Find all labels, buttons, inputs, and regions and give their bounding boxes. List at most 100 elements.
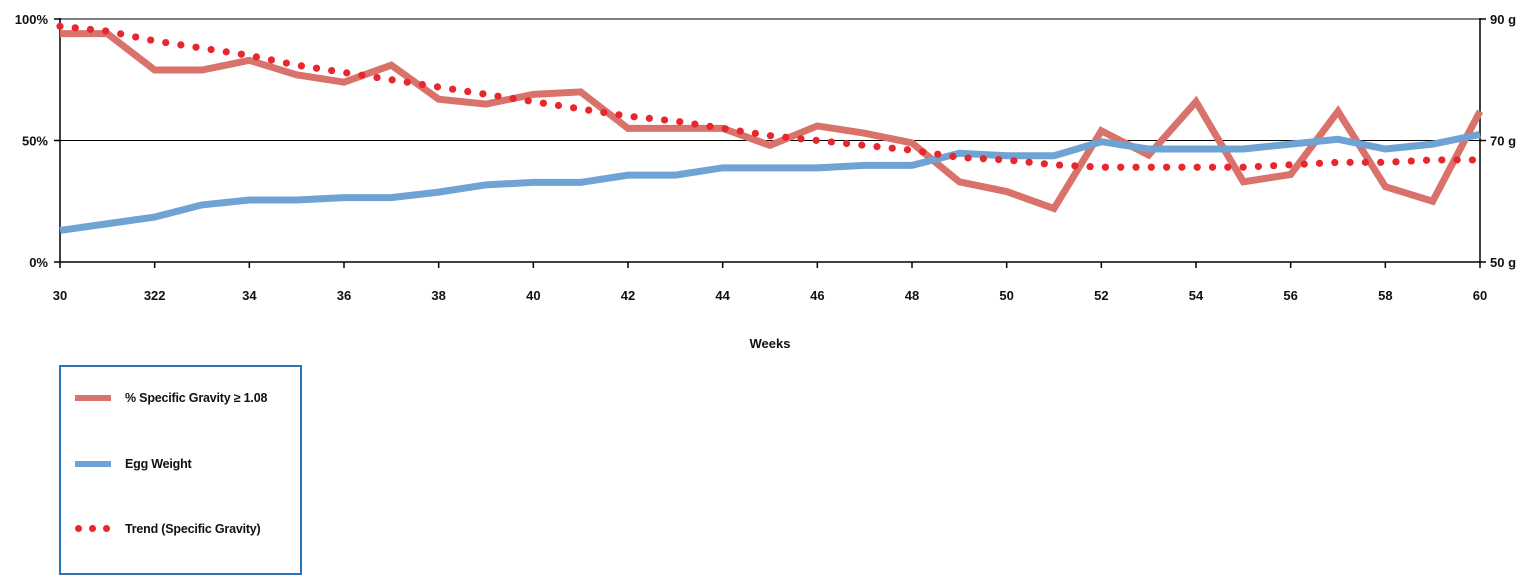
trend-dot bbox=[585, 106, 593, 114]
trend-dot bbox=[1239, 163, 1247, 171]
trend-dot bbox=[1178, 163, 1186, 171]
trend-dot bbox=[86, 25, 95, 34]
trend-dot bbox=[888, 144, 896, 152]
trend-dot bbox=[524, 97, 532, 105]
trend-dot bbox=[691, 120, 699, 128]
trend-dot bbox=[252, 53, 260, 61]
x-tick-label: 46 bbox=[810, 288, 824, 303]
trend-dot bbox=[237, 50, 245, 58]
y-left-tick-label: 100% bbox=[15, 12, 49, 27]
trend-dot bbox=[736, 127, 744, 135]
trend-dot bbox=[812, 136, 820, 144]
x-tick-label: 42 bbox=[621, 288, 635, 303]
series-line-specific-gravity bbox=[60, 30, 1484, 213]
trend-dot bbox=[102, 27, 110, 35]
trend-dot bbox=[1055, 161, 1064, 169]
trend-dot bbox=[919, 148, 927, 156]
series-line-egg-weight bbox=[59, 130, 1481, 234]
trend-dot bbox=[842, 139, 851, 148]
trend-dot bbox=[418, 80, 426, 89]
trend-dot bbox=[1392, 158, 1400, 166]
trend-dot bbox=[358, 71, 366, 79]
trend-dot bbox=[1285, 161, 1293, 169]
trend-dot bbox=[1040, 160, 1048, 168]
trend-dot bbox=[1208, 163, 1217, 171]
trend-dot bbox=[706, 122, 714, 130]
trend-dot bbox=[964, 154, 972, 162]
legend-item-trend: Trend (Specific Gravity) bbox=[75, 522, 261, 536]
trend-dot bbox=[147, 36, 155, 44]
trend-dot bbox=[660, 116, 669, 124]
trend-dot bbox=[1422, 156, 1431, 164]
trend-dot bbox=[1117, 163, 1125, 171]
tick-labels: 30 322 34 36 38 40 42 44 46 48 50 52 54 56 58 60 0% 50% 10… bbox=[15, 12, 1516, 303]
trend-dot bbox=[509, 94, 517, 103]
trend-dot bbox=[554, 101, 563, 110]
trend-dot bbox=[388, 76, 396, 84]
trend-dot bbox=[1300, 160, 1308, 168]
trend-dot bbox=[949, 152, 957, 161]
trend-dot bbox=[282, 59, 290, 67]
trend-dot bbox=[479, 90, 487, 98]
trend-dot bbox=[615, 111, 623, 119]
trend-dot bbox=[751, 129, 759, 137]
legend-item-egg-weight: Egg Weight bbox=[75, 457, 192, 471]
trend-dot bbox=[1025, 158, 1033, 166]
trend-dot bbox=[312, 64, 321, 72]
trend-dot bbox=[177, 41, 185, 49]
trend-dot bbox=[297, 62, 306, 70]
x-tick-label: 52 bbox=[1094, 288, 1108, 303]
x-axis-title: Weeks bbox=[750, 336, 791, 351]
trend-dot bbox=[766, 132, 775, 140]
x-tick-label: 44 bbox=[715, 288, 730, 303]
legend-swatch-egg-weight bbox=[75, 461, 111, 467]
x-tick-label: 56 bbox=[1283, 288, 1297, 303]
trend-dot bbox=[539, 99, 547, 107]
y-right-tick-label: 50 g bbox=[1490, 255, 1516, 270]
y-right-tick-label: 70 g bbox=[1490, 134, 1516, 149]
trend-dot bbox=[1163, 163, 1171, 171]
x-tick-label: 40 bbox=[526, 288, 540, 303]
trend-dot bbox=[934, 150, 942, 158]
legend-swatch-trend bbox=[75, 525, 111, 533]
trend-dot bbox=[1270, 162, 1278, 170]
trend-dot bbox=[373, 73, 381, 82]
trend-dot bbox=[433, 83, 442, 91]
trend-dot bbox=[403, 78, 411, 86]
trend-dot bbox=[328, 66, 336, 75]
trend-dot bbox=[979, 155, 987, 163]
trend-dot bbox=[1071, 162, 1079, 170]
trend-dot bbox=[494, 92, 502, 100]
trend-dot bbox=[630, 113, 638, 121]
x-tick-label: 60 bbox=[1473, 288, 1487, 303]
y-left-tick-label: 50% bbox=[22, 134, 48, 149]
y-right-tick-label: 90 g bbox=[1490, 12, 1516, 27]
legend-label-trend: Trend (Specific Gravity) bbox=[125, 522, 261, 536]
trend-dot bbox=[569, 104, 578, 112]
trend-dot bbox=[267, 56, 275, 64]
trend-dot bbox=[464, 87, 472, 96]
trend-dot bbox=[132, 33, 140, 41]
trend-dot bbox=[600, 108, 608, 117]
x-tick-label: 50 bbox=[999, 288, 1013, 303]
trend-dot bbox=[1407, 157, 1415, 165]
trend-dot bbox=[71, 24, 79, 32]
trend-dot bbox=[449, 85, 457, 93]
trend-dot bbox=[1377, 158, 1385, 166]
trend-dot bbox=[1086, 163, 1094, 171]
trend-dot bbox=[827, 138, 835, 146]
trend-dot bbox=[1224, 163, 1232, 171]
trend-dot bbox=[721, 125, 729, 133]
trend-dot bbox=[995, 155, 1003, 164]
legend-label-egg-weight: Egg Weight bbox=[125, 457, 192, 471]
trend-dot bbox=[1468, 156, 1477, 164]
x-tick-label: 322 bbox=[144, 288, 166, 303]
trend-dot bbox=[676, 118, 684, 126]
legend: % Specific Gravity ≥ 1.08 Egg Weight Tre… bbox=[59, 365, 302, 575]
trend-dot bbox=[1438, 156, 1446, 164]
trend-dot bbox=[222, 48, 230, 56]
trend-dot bbox=[1346, 158, 1354, 166]
trend-dot bbox=[1193, 163, 1201, 171]
axes bbox=[54, 18, 1486, 268]
